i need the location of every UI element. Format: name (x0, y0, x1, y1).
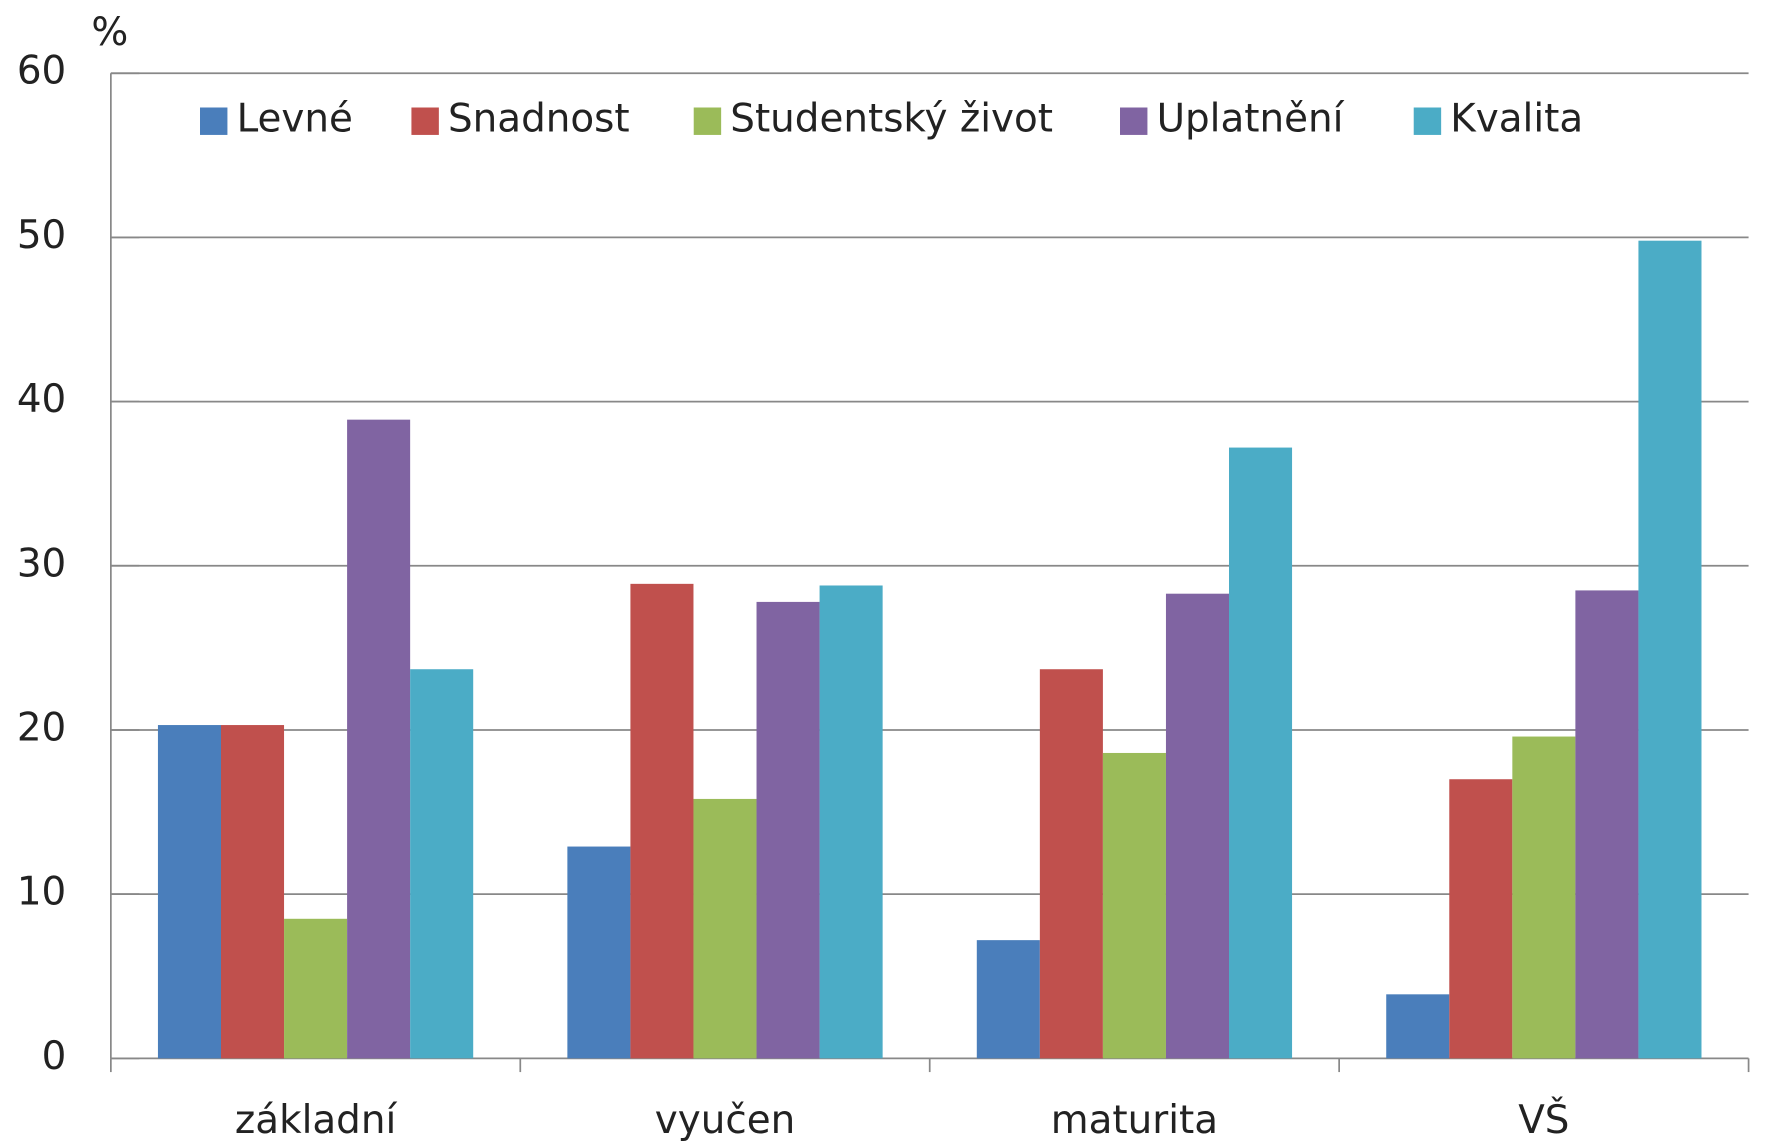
bar (1638, 240, 1702, 1059)
bar (1512, 736, 1576, 1059)
y-axis-label: % (91, 10, 128, 55)
bar (1386, 994, 1450, 1059)
bar (630, 583, 694, 1059)
legend-swatch (1120, 107, 1148, 135)
x-tick-label: vyučen (655, 1098, 795, 1143)
bar (567, 846, 631, 1059)
bar (410, 669, 474, 1059)
bar (1449, 779, 1513, 1059)
y-tick-label: 30 (17, 541, 66, 586)
y-tick-label: 40 (17, 377, 66, 422)
legend-swatch (200, 107, 228, 135)
y-tick-label: 0 (42, 1034, 67, 1079)
bar (756, 601, 820, 1059)
legend-label: Snadnost (448, 97, 630, 142)
legend-swatch (693, 107, 722, 135)
bar (284, 918, 348, 1059)
legend-label: Studentský život (730, 97, 1053, 142)
bar (1229, 447, 1293, 1059)
bar (976, 940, 1040, 1059)
x-tick-label: VŠ (1518, 1096, 1569, 1143)
bar (1039, 669, 1103, 1059)
bar (693, 798, 757, 1059)
y-tick-label: 20 (17, 705, 66, 750)
legend-label: Levné (237, 97, 353, 142)
legend-label: Kvalita (1450, 97, 1583, 142)
legend-background (160, 77, 1612, 165)
x-tick-label: základní (235, 1098, 398, 1143)
bar (1165, 593, 1230, 1059)
legend-swatch (411, 107, 439, 135)
bar (819, 585, 883, 1059)
bar (157, 725, 221, 1059)
bar (347, 419, 411, 1059)
bar (1575, 590, 1639, 1059)
legend-label: Uplatnění (1157, 97, 1345, 142)
bar (1102, 752, 1166, 1059)
y-tick-label: 50 (17, 213, 66, 258)
bar (220, 725, 285, 1059)
y-tick-label: 10 (17, 870, 66, 915)
legend-swatch (1413, 107, 1442, 135)
x-tick-label: maturita (1051, 1098, 1218, 1143)
y-tick-label: 60 (17, 49, 66, 94)
